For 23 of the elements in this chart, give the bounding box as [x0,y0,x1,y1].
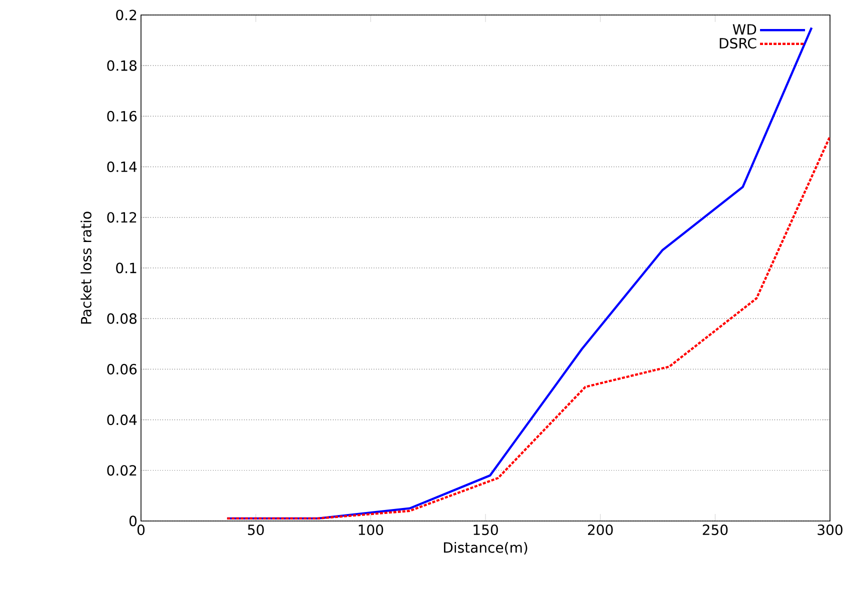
y-tick-label: 0.02 [107,465,136,476]
x-tick-label: 50 [248,524,264,536]
legend-label: WD [732,24,756,34]
y-tick-label: 0.16 [107,110,137,122]
x-tick-label: 200 [588,524,613,536]
x-tick-label: 0 [137,524,145,536]
y-tick-label: 0.2 [116,10,136,20]
y-tick-label: 0.08 [107,313,137,324]
x-tick-label: 150 [474,524,498,536]
x-tick-label: 250 [702,524,728,536]
legend-label: DSRC [720,38,756,49]
y-axis-title: Packet loss ratio [80,212,92,324]
y-tick-label: 0.12 [107,212,136,223]
x-tick-label: 300 [818,524,842,536]
y-tick-label: 0.14 [107,161,137,172]
y-tick-label: 0 [129,516,137,526]
y-tick-label: 0.18 [107,60,137,71]
line-series [226,135,830,520]
y-tick-label: 0.1 [116,262,136,274]
x-axis-title: Distance(m) [444,542,528,554]
y-tick-label: 0.06 [107,364,137,374]
y-tick-label: 0.04 [107,414,137,426]
x-tick-label: 100 [358,524,384,536]
